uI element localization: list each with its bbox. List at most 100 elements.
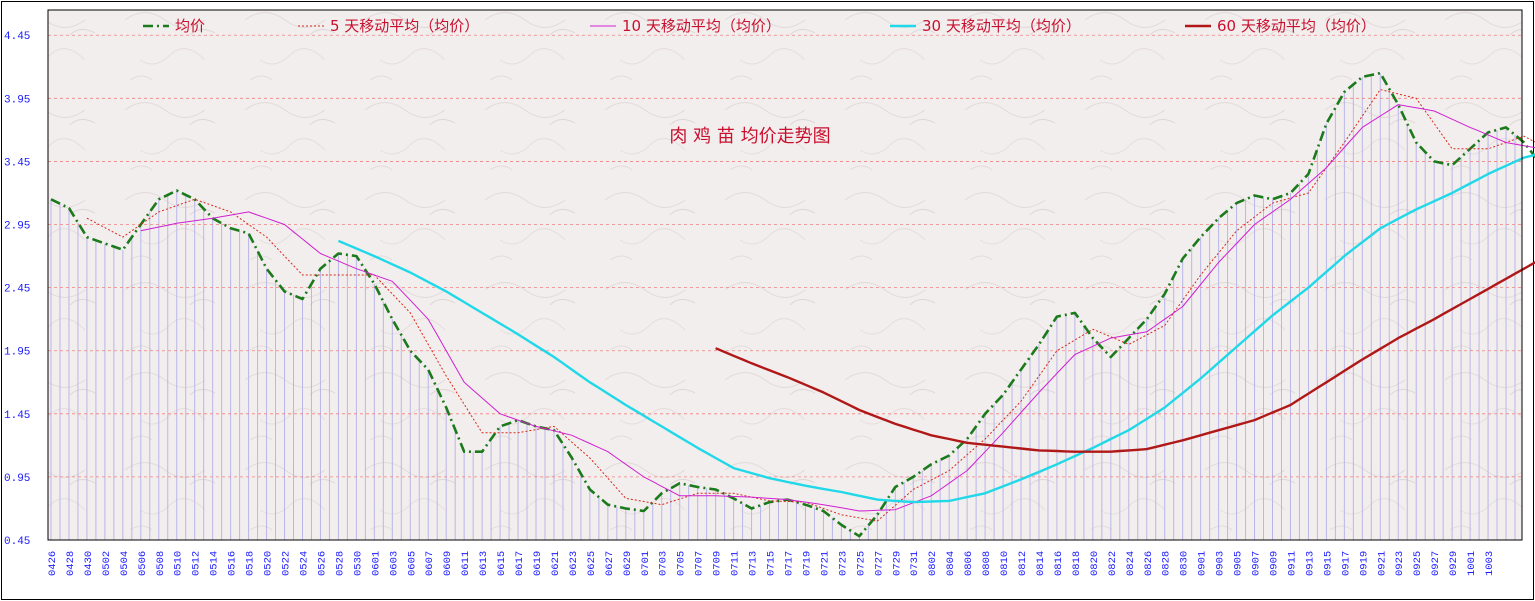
x-tick-label: 0907: [1251, 551, 1263, 576]
x-tick-label: 0812: [1017, 551, 1029, 576]
plot-frame: [47, 9, 1523, 541]
x-tick-label: 0611: [460, 551, 472, 576]
x-tick-label: 0729: [891, 551, 903, 576]
x-tick-label: 0609: [442, 551, 454, 576]
x-tick-label: 0711: [730, 551, 742, 576]
legend-label: 5 天移动平均（均价）: [330, 17, 479, 35]
x-tick-label: 0816: [1053, 551, 1065, 576]
series-line-1: [86, 89, 1535, 522]
x-tick-label: 0830: [1179, 551, 1191, 576]
x-tick-label: 0915: [1322, 551, 1334, 576]
x-tick-label: 0824: [1125, 551, 1137, 576]
x-tick-label: 0901: [1197, 551, 1209, 576]
y-tick-label: 3.95: [4, 94, 30, 106]
x-tick-label: 0522: [281, 551, 293, 576]
legend-label: 60 天移动平均（均价）: [1217, 17, 1376, 35]
y-tick-label: 3.45: [4, 157, 30, 169]
x-tick-label: 0911: [1286, 551, 1298, 576]
x-tick-label: 0905: [1233, 551, 1245, 576]
x-tick-label: 0627: [604, 551, 616, 576]
y-tick-label: 1.45: [4, 410, 30, 422]
x-tick-label: 0629: [622, 551, 634, 576]
x-tick-label: 0701: [640, 551, 652, 576]
x-tick-label: 0430: [83, 551, 95, 576]
x-tick-label: 0727: [873, 551, 885, 576]
x-tick-label: 0715: [766, 551, 778, 576]
x-tick-label: 0713: [748, 551, 760, 576]
x-tick-label: 0802: [927, 551, 939, 576]
x-tick-label: 0530: [352, 551, 364, 576]
x-tick-label: 0820: [1089, 551, 1101, 576]
x-tick-label: 0921: [1376, 551, 1388, 576]
x-tick-label: 0426: [47, 551, 59, 576]
x-tick-label: 0731: [909, 551, 921, 576]
series-line-3: [337, 153, 1535, 504]
x-tick-label: 0925: [1412, 551, 1424, 576]
x-tick-label: 0814: [1035, 551, 1047, 576]
x-tick-label: 0508: [155, 551, 167, 576]
x-tick-label: 0601: [370, 551, 382, 576]
x-tick-label: 0719: [801, 551, 813, 576]
legend: 均价 5 天移动平均（均价） 10 天移动平均（均价） 30 天移动平均（均价） 60 …: [143, 17, 1376, 35]
legend-label: 30 天移动平均（均价）: [922, 17, 1081, 35]
x-tick-label: 0510: [173, 551, 185, 576]
x-tick-label: 0804: [945, 551, 957, 576]
x-tick-label: 0723: [837, 551, 849, 576]
y-tick-label: 0.45: [4, 536, 30, 548]
series-layer: [50, 71, 1535, 538]
x-axis: 0426 0428 0430 0502 0504 0506 0508 0510 0512 0514…: [47, 551, 1496, 576]
x-tick-label: 0808: [981, 551, 993, 576]
x-tick-label: 0709: [712, 551, 724, 576]
x-tick-label: 0806: [963, 551, 975, 576]
y-tick-label: 0.95: [4, 473, 30, 485]
x-tick-label: 0619: [532, 551, 544, 576]
series-line-4: [715, 261, 1535, 453]
x-tick-label: 0514: [209, 551, 221, 576]
x-tick-label: 0621: [550, 551, 562, 576]
x-tick-label: 0526: [316, 551, 328, 576]
legend-label: 10 天移动平均（均价）: [622, 17, 781, 35]
x-tick-label: 0909: [1268, 551, 1280, 576]
x-tick-label: 0705: [676, 551, 688, 576]
x-tick-label: 0613: [478, 551, 490, 576]
y-tick-label: 1.95: [4, 347, 30, 359]
vertical-bars-layer: [50, 73, 1516, 540]
series-line-0: [50, 71, 1535, 538]
y-tick-label: 2.95: [4, 221, 30, 233]
x-tick-label: 1001: [1466, 551, 1478, 576]
x-tick-label: 0721: [819, 551, 831, 576]
x-tick-label: 0927: [1430, 551, 1442, 576]
y-axis: 0.45 0.95 1.45 1.95 2.45 2.95 3.45 3.95 4.45: [4, 31, 30, 548]
x-tick-label: 0903: [1215, 551, 1227, 576]
x-tick-label: 0502: [101, 551, 113, 576]
x-tick-label: 0428: [65, 551, 77, 576]
x-tick-label: 0615: [496, 551, 508, 576]
x-tick-label: 0923: [1394, 551, 1406, 576]
x-tick-label: 0506: [137, 551, 149, 576]
x-tick-label: 0913: [1304, 551, 1316, 576]
x-tick-label: 0828: [1161, 551, 1173, 576]
x-tick-label: 0516: [227, 551, 239, 576]
x-tick-label: 0617: [514, 551, 526, 576]
plot-area: [48, 10, 1522, 540]
x-tick-label: 0725: [855, 551, 867, 576]
x-tick-label: 0603: [388, 551, 400, 576]
x-tick-label: 0917: [1340, 551, 1352, 576]
x-tick-label: 0919: [1358, 551, 1370, 576]
x-tick-label: 0528: [334, 551, 346, 576]
x-tick-label: 0607: [424, 551, 436, 576]
x-tick-label: 0625: [586, 551, 598, 576]
legend-label: 均价: [175, 17, 205, 35]
series-line-2: [140, 104, 1535, 512]
x-tick-label: 0810: [999, 551, 1011, 576]
y-tick-label: 4.45: [4, 31, 30, 43]
x-tick-label: 0504: [119, 551, 131, 576]
x-tick-label: 0520: [263, 551, 275, 576]
chart-title: 肉 鸡 苗 均价走势图: [669, 126, 830, 147]
x-tick-label: 0929: [1448, 551, 1460, 576]
y-tick-label: 2.45: [4, 284, 30, 296]
x-tick-label: 0518: [245, 551, 257, 576]
x-tick-label: 0818: [1071, 551, 1083, 576]
